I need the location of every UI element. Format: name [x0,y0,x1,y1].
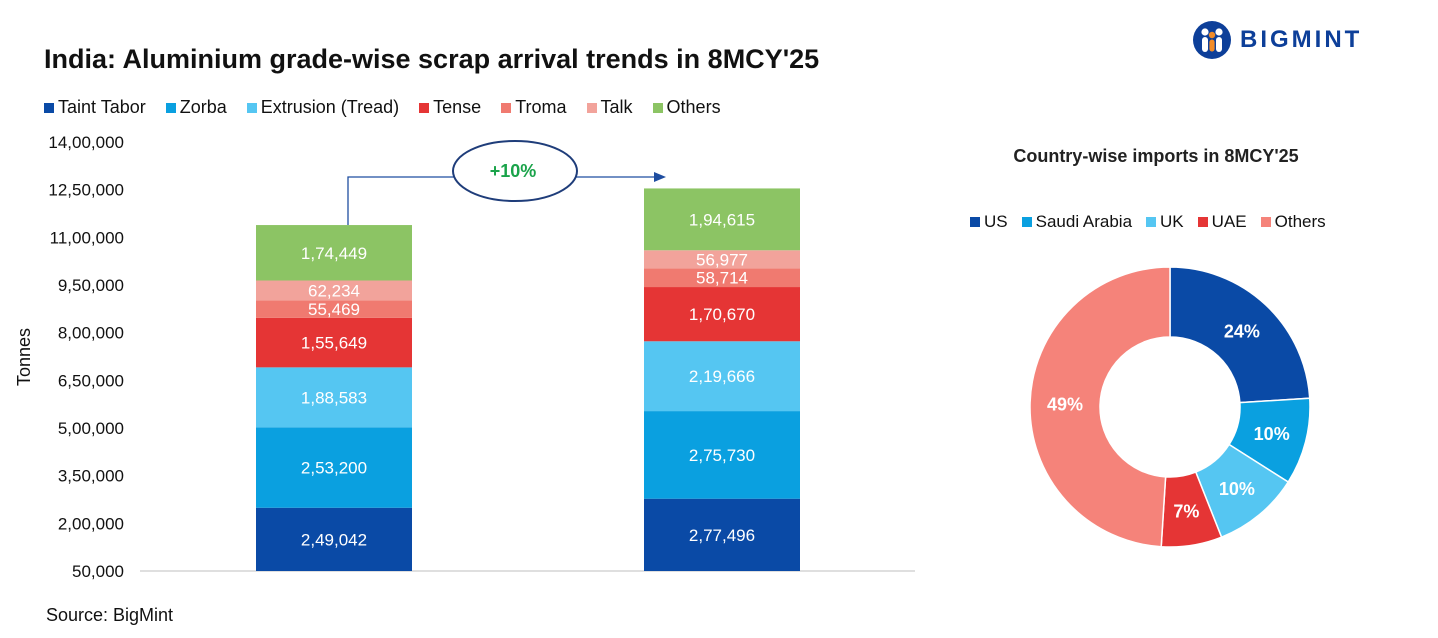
bar-legend: Taint Tabor Zorba Extrusion (Tread) Tense Tr… [44,97,741,118]
bar-data-label: 56,977 [696,250,748,269]
bar-segment-extrusion-tread [644,341,800,412]
legend-label: Troma [515,97,567,117]
bar-data-label: 1,70,670 [689,305,755,324]
bar-segment-talk [644,250,800,269]
legend-label: Extrusion (Tread) [260,97,400,117]
bar-segment-tense [644,287,800,342]
pie-legend-item-uk: UK [1146,212,1184,232]
bar-data-label: 2,19,666 [689,367,755,386]
donut-slice-label: 49% [1047,395,1083,415]
donut-slice-label: 7% [1173,502,1199,522]
legend-item-troma: Troma [501,97,567,118]
legend-label: Talk [600,97,633,117]
bar-data-label: 1,88,583 [301,388,367,407]
bar-segment-taint-tabor [256,507,412,571]
bar-data-label: 1,74,449 [301,244,367,263]
bar-segment-zorba [256,427,412,508]
page-title: India: Aluminium grade-wise scrap arriva… [44,44,820,74]
y-tick-label: 12,50,000 [48,181,124,200]
legend-swatch [165,102,176,113]
legend-label: Saudi Arabia [1035,212,1133,231]
y-tick-label: 6,50,000 [58,371,124,390]
pie-legend: US Saudi Arabia UK UAE Others [970,212,1340,232]
legend-swatch [652,102,663,113]
bar-data-label: 1,55,649 [301,334,367,353]
legend-swatch [1146,217,1157,227]
bar-data-label: 2,49,042 [301,530,367,549]
bar-data-label: 2,75,730 [689,446,755,465]
bar-data-label: 2,53,200 [301,459,367,478]
legend-item-zorba: Zorba [165,97,227,118]
legend-item-extrusion-tread: Extrusion (Tread) [246,97,400,118]
donut-slice-us [1169,266,1311,404]
legend-swatch [419,102,430,113]
source-note: Source: BigMint [46,605,174,625]
y-tick-label: 9,50,000 [58,276,124,295]
bar-segment-tense [256,317,412,368]
y-tick-label: 50,000 [72,562,124,580]
bar-data-label: 58,714 [696,269,748,288]
donut-slice-label: 24% [1224,321,1260,341]
bar-segment-taint-tabor [644,498,800,571]
donut-slice-label: 10% [1254,424,1290,444]
legend-label: UAE [1211,212,1247,231]
y-axis-label: Tonnes [14,328,34,386]
bar-segment-others [644,188,800,251]
y-tick-label: 5,00,000 [58,419,124,438]
bar-segment-troma [256,300,412,318]
legend-swatch [246,102,257,113]
pie-title: Country-wise imports in 8MCY'25 [1013,146,1299,166]
legend-label: Others [666,97,721,117]
legend-swatch [44,102,54,113]
y-tick-label: 14,00,000 [48,133,124,152]
legend-label: Others [1274,212,1326,231]
y-tick-label: 3,50,000 [58,467,124,486]
y-tick-label: 2,00,000 [58,514,124,533]
pie-legend-item-others: Others [1260,212,1326,232]
donut-slice-others [1029,266,1171,548]
legend-label: UK [1160,212,1184,231]
legend-label: Zorba [179,97,227,117]
pie-legend-item-us: US [970,212,1008,232]
bar-data-label: 2,77,496 [689,526,755,545]
legend-item-tense: Tense [419,97,481,118]
growth-arrowhead [654,172,666,182]
donut-chart: 24% 10% 10% 7% 49% [1029,266,1311,548]
donut-slice-label: 10% [1219,479,1255,499]
bigmint-logo-icon [1193,21,1231,59]
bar-segment-troma [644,268,800,288]
stacked-bar-chart: 50,000 2,00,000 3,50,000 5,00,000 6,50,000 8,… [14,133,915,580]
pie-legend-item-saudi-arabia: Saudi Arabia [1021,212,1133,232]
legend-label: Tense [433,97,482,117]
bar-data-label: 1,94,615 [689,210,755,229]
legend-item-talk: Talk [586,97,633,118]
y-tick-label: 8,00,000 [58,324,124,343]
legend-swatch [970,217,980,227]
y-tick-label: 11,00,000 [50,228,124,247]
legend-swatch [1197,217,1208,227]
bar-segment-others [256,225,412,281]
logo-wordmark: BIGMINT [1240,26,1363,53]
legend-item-taint-tabor: Taint Tabor [44,97,146,118]
legend-swatch [1260,217,1271,227]
bar-segment-zorba [644,411,800,499]
legend-swatch [1021,217,1032,227]
bar-data-label: 62,234 [308,281,360,300]
bigmint-logo: BIGMINT [1192,20,1362,60]
pie-legend-item-uae: UAE [1197,212,1247,232]
legend-swatch [586,102,597,113]
bar-segment-talk [256,280,412,301]
bar-segment-extrusion-tread [256,367,412,428]
legend-swatch [501,102,512,113]
legend-label: Taint Tabor [58,97,146,117]
growth-label: +10% [490,161,537,181]
bar-data-label: 55,469 [308,300,360,319]
legend-item-others: Others [652,97,721,118]
legend-label: US [984,212,1008,231]
growth-bubble [452,140,578,202]
